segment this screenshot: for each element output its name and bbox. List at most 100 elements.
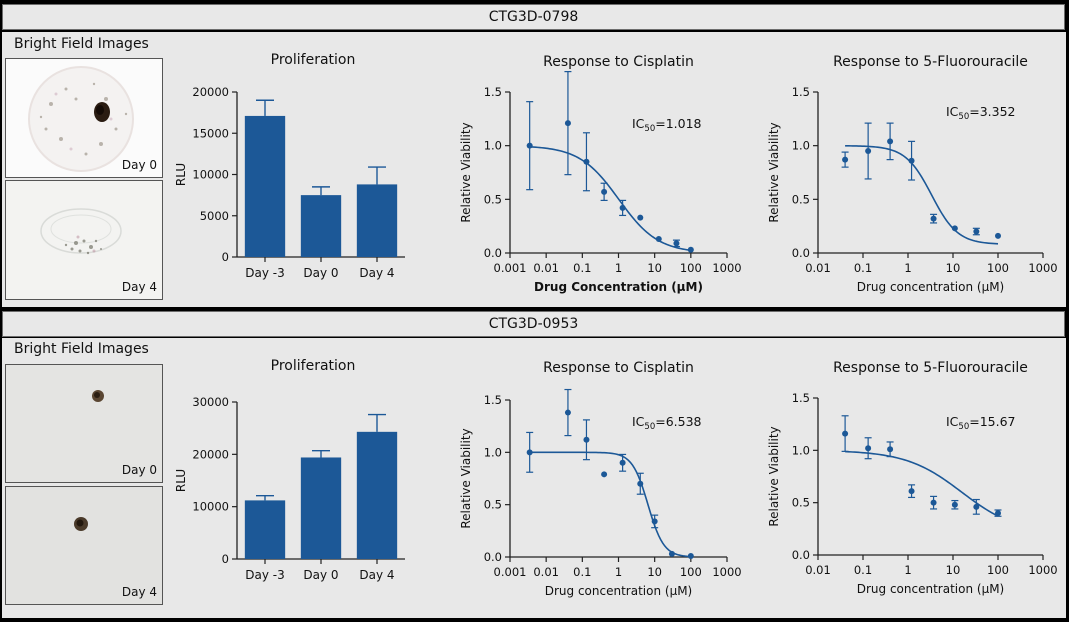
section-header: CTG3D-0798 <box>2 4 1065 30</box>
y-tick-label: 1.5 <box>792 391 810 405</box>
x-axis-label: Drug Concentration (µM) <box>534 280 703 294</box>
x-tick-label: 100 <box>680 261 702 275</box>
y-tick-label: 1.0 <box>792 443 810 457</box>
x-tick-label: 0.001 <box>494 565 527 579</box>
data-point <box>930 215 937 222</box>
proliferation-chart: Proliferation 0 10000 20000 30000 RLU Day -3 Da… <box>174 358 405 582</box>
fit-curve <box>529 451 691 558</box>
x-tick-label: 100 <box>680 565 702 579</box>
spheroid-image <box>92 390 104 402</box>
data-point <box>687 552 694 559</box>
bar <box>300 195 342 257</box>
x-axis-label: Drug concentration (µM) <box>857 582 1005 596</box>
section-panel-1 <box>2 32 1066 307</box>
x-tick-label: 0.1 <box>854 563 872 577</box>
y-tick-label: 10000 <box>192 168 229 182</box>
x-tick-label: 100 <box>987 563 1009 577</box>
x-tick-label: 100 <box>987 261 1009 275</box>
data-point <box>637 480 644 487</box>
section-panel-2 <box>2 338 1066 618</box>
x-tick-label: 10 <box>946 563 961 577</box>
bar <box>300 457 342 559</box>
data-point <box>951 225 958 232</box>
data-point <box>564 409 571 416</box>
data-point <box>973 228 980 235</box>
x-tick-label: 0.01 <box>805 261 831 275</box>
y-axis-label: Relative Viability <box>767 122 781 222</box>
data-point <box>887 446 894 453</box>
chart-title: Response to Cisplatin <box>543 54 694 70</box>
fluorouracile-response-chart: Response to 5-Fluorouracile 0.0 0.5 1.0 1.5 0… <box>767 360 1058 596</box>
data-point <box>651 518 658 525</box>
cisplatin-response-chart: Response to Cisplatin 0.0 0.5 1.0 1.5 0.001 0.… <box>459 54 742 294</box>
y-tick-label: 0.0 <box>484 246 502 260</box>
fit-curve <box>529 146 691 252</box>
bright-field-title: Bright Field Images <box>14 341 149 357</box>
x-tick-label: 0.01 <box>533 565 559 579</box>
y-tick-label: 0.0 <box>792 246 810 260</box>
y-axis-label: Relative Viability <box>459 122 473 222</box>
y-tick-label: 1.0 <box>484 139 502 153</box>
x-tick-label: 0.01 <box>805 563 831 577</box>
y-tick-label: 30000 <box>192 395 229 409</box>
data-point <box>842 156 849 163</box>
y-tick-label: 0.5 <box>792 192 810 206</box>
x-tick-label: Day 4 <box>359 568 394 582</box>
chart-title: Proliferation <box>271 52 356 68</box>
y-tick-label: 10000 <box>192 500 229 514</box>
y-tick-label: 1.0 <box>792 139 810 153</box>
data-point <box>564 120 571 127</box>
bar <box>244 115 286 257</box>
x-axis-label: Drug concentration (µM) <box>545 584 693 598</box>
data-point <box>930 499 937 506</box>
x-tick-label: 1000 <box>1028 261 1057 275</box>
data-point <box>865 148 872 155</box>
x-tick-label: 0.1 <box>573 261 591 275</box>
data-point <box>908 157 915 164</box>
data-point <box>583 436 590 443</box>
ic50-label: IC50=1.018 <box>632 116 702 134</box>
x-tick-label: 1 <box>904 261 911 275</box>
y-tick-label: 1.0 <box>484 445 502 459</box>
x-tick-label: 10 <box>647 565 662 579</box>
y-tick-label: 15000 <box>192 126 229 140</box>
ic50-label: IC50=15.67 <box>946 414 1016 432</box>
data-point <box>673 240 680 247</box>
proliferation-chart: Proliferation 0 5000 10000 15000 20000 RLU Day … <box>174 52 405 280</box>
data-point <box>619 204 626 211</box>
y-tick-label: 0 <box>222 552 229 566</box>
data-point <box>637 214 644 221</box>
chart-title: Response to 5-Fluorouracile <box>833 360 1028 376</box>
data-point <box>887 138 894 145</box>
x-tick-label: Day 0 <box>303 266 338 280</box>
y-tick-label: 0.5 <box>792 496 810 510</box>
fluorouracile-response-chart: Response to 5-Fluorouracile 0.0 0.5 1.0 1.5 0… <box>767 54 1058 294</box>
bar <box>356 184 398 257</box>
data-point <box>908 488 915 495</box>
y-tick-label: 1.5 <box>792 85 810 99</box>
x-tick-label: 0.1 <box>854 261 872 275</box>
y-tick-label: 0.5 <box>484 498 502 512</box>
x-tick-label: 1 <box>615 565 622 579</box>
data-point <box>583 158 590 165</box>
data-point <box>601 188 608 195</box>
data-point <box>655 236 662 243</box>
x-tick-label: Day -3 <box>245 568 284 582</box>
x-tick-label: 0.01 <box>533 261 559 275</box>
x-tick-label: 1000 <box>1028 563 1057 577</box>
y-tick-label: 0.0 <box>792 548 810 562</box>
data-point <box>951 501 958 508</box>
bar <box>244 500 286 559</box>
y-tick-label: 0 <box>222 250 229 264</box>
x-tick-label: 1 <box>904 563 911 577</box>
data-point <box>865 445 872 452</box>
chart-title: Response to 5-Fluorouracile <box>833 54 1028 70</box>
data-point <box>973 503 980 510</box>
data-point <box>995 232 1001 239</box>
cisplatin-response-chart: Response to Cisplatin 0.0 0.5 1.0 1.5 0.001 0.… <box>459 360 742 598</box>
x-tick-label: 10 <box>647 261 662 275</box>
x-tick-label: 1000 <box>712 565 741 579</box>
y-tick-label: 0.0 <box>484 550 502 564</box>
fit-curve <box>845 145 999 245</box>
data-point <box>687 246 694 253</box>
